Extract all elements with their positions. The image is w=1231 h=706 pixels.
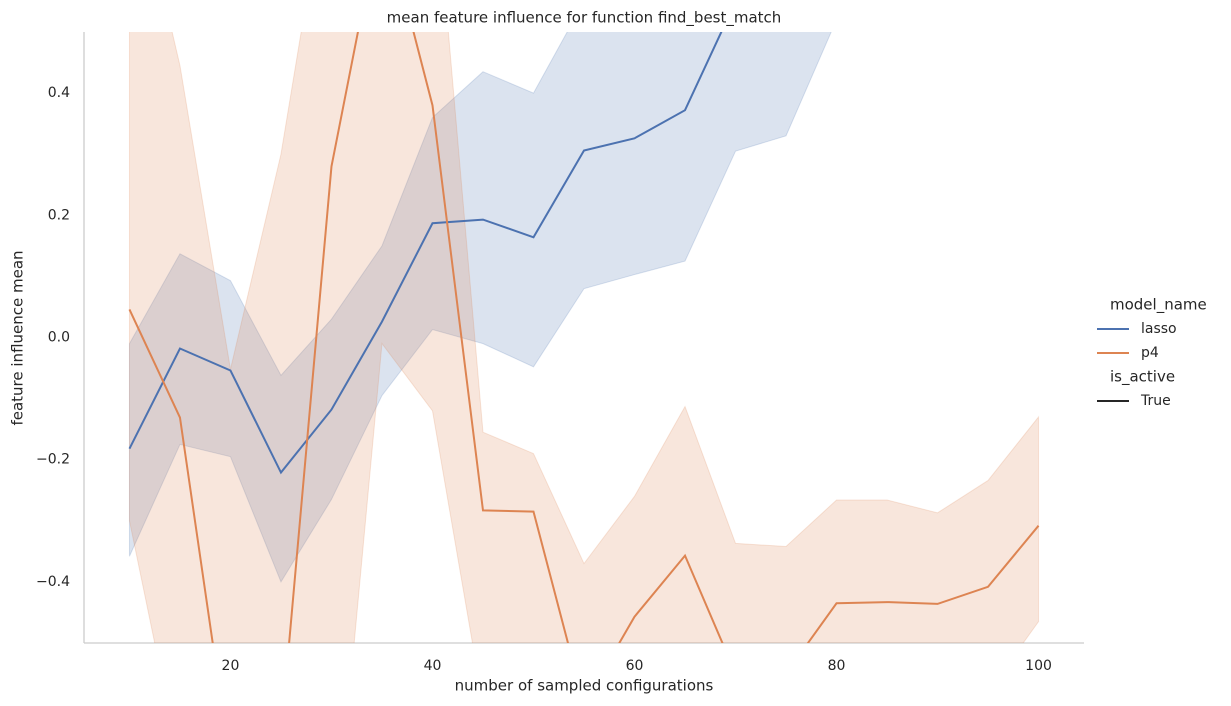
y-tick-label: −0.4: [36, 574, 70, 590]
confidence-band: [128, 32, 832, 584]
y-axis-label: feature influence mean: [9, 250, 27, 425]
x-tick-label: 100: [1025, 658, 1052, 674]
legend-label: True: [1140, 393, 1171, 409]
x-tick-label: 40: [424, 658, 442, 674]
legend-label: lasso: [1141, 321, 1177, 337]
y-tick-label: 0.4: [48, 85, 70, 101]
x-tick-label: 60: [626, 658, 644, 674]
confidence-band: [128, 32, 1040, 643]
y-tick-label: 0.0: [48, 330, 70, 346]
legend-title: is_active: [1110, 368, 1175, 387]
x-axis-label: number of sampled configurations: [455, 677, 714, 695]
plot-area: [128, 32, 1040, 643]
y-tick-label: 0.2: [48, 207, 70, 223]
series-line: [128, 32, 723, 475]
y-tick-label: −0.2: [36, 452, 70, 468]
legend-title: model_name: [1110, 296, 1207, 315]
x-tick-label: 80: [828, 658, 846, 674]
chart-title: mean feature influence for function find…: [387, 9, 782, 28]
series-line: [128, 32, 1040, 643]
x-tick-label: 20: [222, 658, 240, 674]
legend-label: p4: [1141, 345, 1159, 361]
